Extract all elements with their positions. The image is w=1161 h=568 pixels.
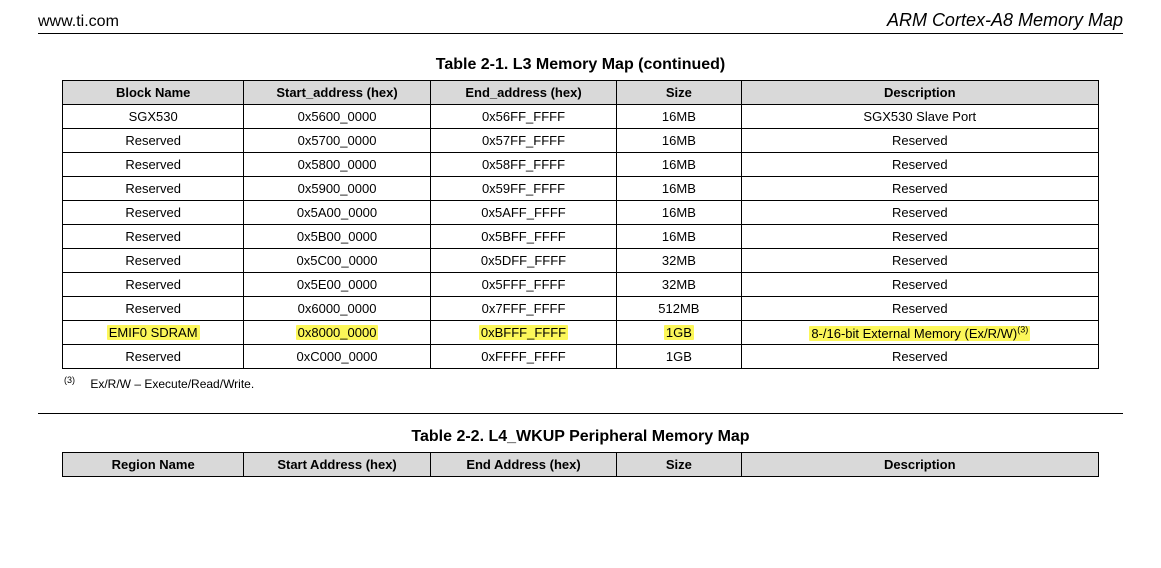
footnote-3: (3) Ex/R/W – Execute/Read/Write. — [64, 375, 1123, 391]
table-row: EMIF0 SDRAM0x8000_00000xBFFF_FFFF1GB8-/1… — [63, 321, 1099, 345]
table-row: Reserved0x5900_00000x59FF_FFFF16MBReserv… — [63, 177, 1099, 201]
table-cell: Reserved — [741, 297, 1098, 321]
table-cell: 32MB — [617, 249, 741, 273]
table-cell: 16MB — [617, 105, 741, 129]
table-cell: Reserved — [63, 297, 244, 321]
table-cell: 0xC000_0000 — [244, 345, 430, 369]
col-region-name: Region Name — [63, 453, 244, 477]
table-cell: Reserved — [741, 273, 1098, 297]
table-cell: 0x58FF_FFFF — [430, 153, 616, 177]
table-cell: 0x5600_0000 — [244, 105, 430, 129]
table-cell: Reserved — [63, 249, 244, 273]
table-row: Reserved0x5C00_00000x5DFF_FFFF32MBReserv… — [63, 249, 1099, 273]
page-header: www.ti.com ARM Cortex-A8 Memory Map — [38, 10, 1123, 34]
col-size: Size — [617, 81, 741, 105]
table-cell: Reserved — [741, 249, 1098, 273]
table-cell: SGX530 Slave Port — [741, 105, 1098, 129]
table-cell: Reserved — [63, 129, 244, 153]
table-cell: 16MB — [617, 129, 741, 153]
col-end-address: End Address (hex) — [430, 453, 616, 477]
table-cell: 16MB — [617, 153, 741, 177]
table-cell: 32MB — [617, 273, 741, 297]
table1-header-row: Block Name Start_address (hex) End_addre… — [63, 81, 1099, 105]
table-cell: 0x5FFF_FFFF — [430, 273, 616, 297]
table-cell: Reserved — [741, 153, 1098, 177]
table-row: SGX5300x5600_00000x56FF_FFFF16MBSGX530 S… — [63, 105, 1099, 129]
table-cell: Reserved — [741, 129, 1098, 153]
table-cell: 0xBFFF_FFFF — [430, 321, 616, 345]
table-cell: Reserved — [63, 225, 244, 249]
table-cell: 16MB — [617, 225, 741, 249]
table-cell: 0x5C00_0000 — [244, 249, 430, 273]
table-cell: Reserved — [63, 177, 244, 201]
section-divider — [38, 413, 1123, 414]
col-description: Description — [741, 453, 1098, 477]
table-cell: 0x5AFF_FFFF — [430, 201, 616, 225]
table-cell: 0x5900_0000 — [244, 177, 430, 201]
table-cell: 0x7FFF_FFFF — [430, 297, 616, 321]
table-cell: EMIF0 SDRAM — [63, 321, 244, 345]
table-cell: 0x5BFF_FFFF — [430, 225, 616, 249]
footnote-num: (3) — [64, 375, 75, 385]
col-end-address: End_address (hex) — [430, 81, 616, 105]
table-cell: 0x5700_0000 — [244, 129, 430, 153]
table-cell: 0x5800_0000 — [244, 153, 430, 177]
table2-title: Table 2-2. L4_WKUP Peripheral Memory Map — [38, 428, 1123, 446]
table-row: Reserved0x5E00_00000x5FFF_FFFF32MBReserv… — [63, 273, 1099, 297]
l4-wkup-memory-map-table: Region Name Start Address (hex) End Addr… — [62, 452, 1099, 477]
table-cell: 16MB — [617, 201, 741, 225]
table-cell: Reserved — [741, 225, 1098, 249]
table-cell: Reserved — [63, 273, 244, 297]
l3-memory-map-table: Block Name Start_address (hex) End_addre… — [62, 80, 1099, 369]
table-cell: Reserved — [63, 153, 244, 177]
table-cell: 0x5B00_0000 — [244, 225, 430, 249]
col-block-name: Block Name — [63, 81, 244, 105]
table-cell: 1GB — [617, 345, 741, 369]
table-cell: SGX530 — [63, 105, 244, 129]
table-cell: 512MB — [617, 297, 741, 321]
table-cell: 0x56FF_FFFF — [430, 105, 616, 129]
col-start-address: Start Address (hex) — [244, 453, 430, 477]
table-row: Reserved0x5A00_00000x5AFF_FFFF16MBReserv… — [63, 201, 1099, 225]
table-cell: Reserved — [63, 345, 244, 369]
table-cell: 0x57FF_FFFF — [430, 129, 616, 153]
table-cell: Reserved — [741, 201, 1098, 225]
table-cell: 0x6000_0000 — [244, 297, 430, 321]
table-cell: 16MB — [617, 177, 741, 201]
col-size: Size — [617, 453, 741, 477]
col-description: Description — [741, 81, 1098, 105]
table-cell: 0x5DFF_FFFF — [430, 249, 616, 273]
table-cell: 0x5E00_0000 — [244, 273, 430, 297]
table-cell: Reserved — [741, 345, 1098, 369]
table-cell: 0x8000_0000 — [244, 321, 430, 345]
footnote-text: Ex/R/W – Execute/Read/Write. — [90, 377, 254, 391]
table-row: Reserved0x5800_00000x58FF_FFFF16MBReserv… — [63, 153, 1099, 177]
table-cell: 1GB — [617, 321, 741, 345]
table-row: Reserved0x6000_00000x7FFF_FFFF512MBReser… — [63, 297, 1099, 321]
header-section-title: ARM Cortex-A8 Memory Map — [887, 10, 1123, 31]
table-cell: 0xFFFF_FFFF — [430, 345, 616, 369]
table-cell: 8-/16-bit External Memory (Ex/R/W)(3) — [741, 321, 1098, 345]
col-start-address: Start_address (hex) — [244, 81, 430, 105]
table-row: Reserved0xC000_00000xFFFF_FFFF1GBReserve… — [63, 345, 1099, 369]
header-url: www.ti.com — [38, 13, 119, 31]
table2-header-row: Region Name Start Address (hex) End Addr… — [63, 453, 1099, 477]
table-cell: 0x59FF_FFFF — [430, 177, 616, 201]
table1-title: Table 2-1. L3 Memory Map (continued) — [38, 56, 1123, 74]
table-cell: Reserved — [63, 201, 244, 225]
table-row: Reserved0x5B00_00000x5BFF_FFFF16MBReserv… — [63, 225, 1099, 249]
table-cell: 0x5A00_0000 — [244, 201, 430, 225]
table-row: Reserved0x5700_00000x57FF_FFFF16MBReserv… — [63, 129, 1099, 153]
table-cell: Reserved — [741, 177, 1098, 201]
